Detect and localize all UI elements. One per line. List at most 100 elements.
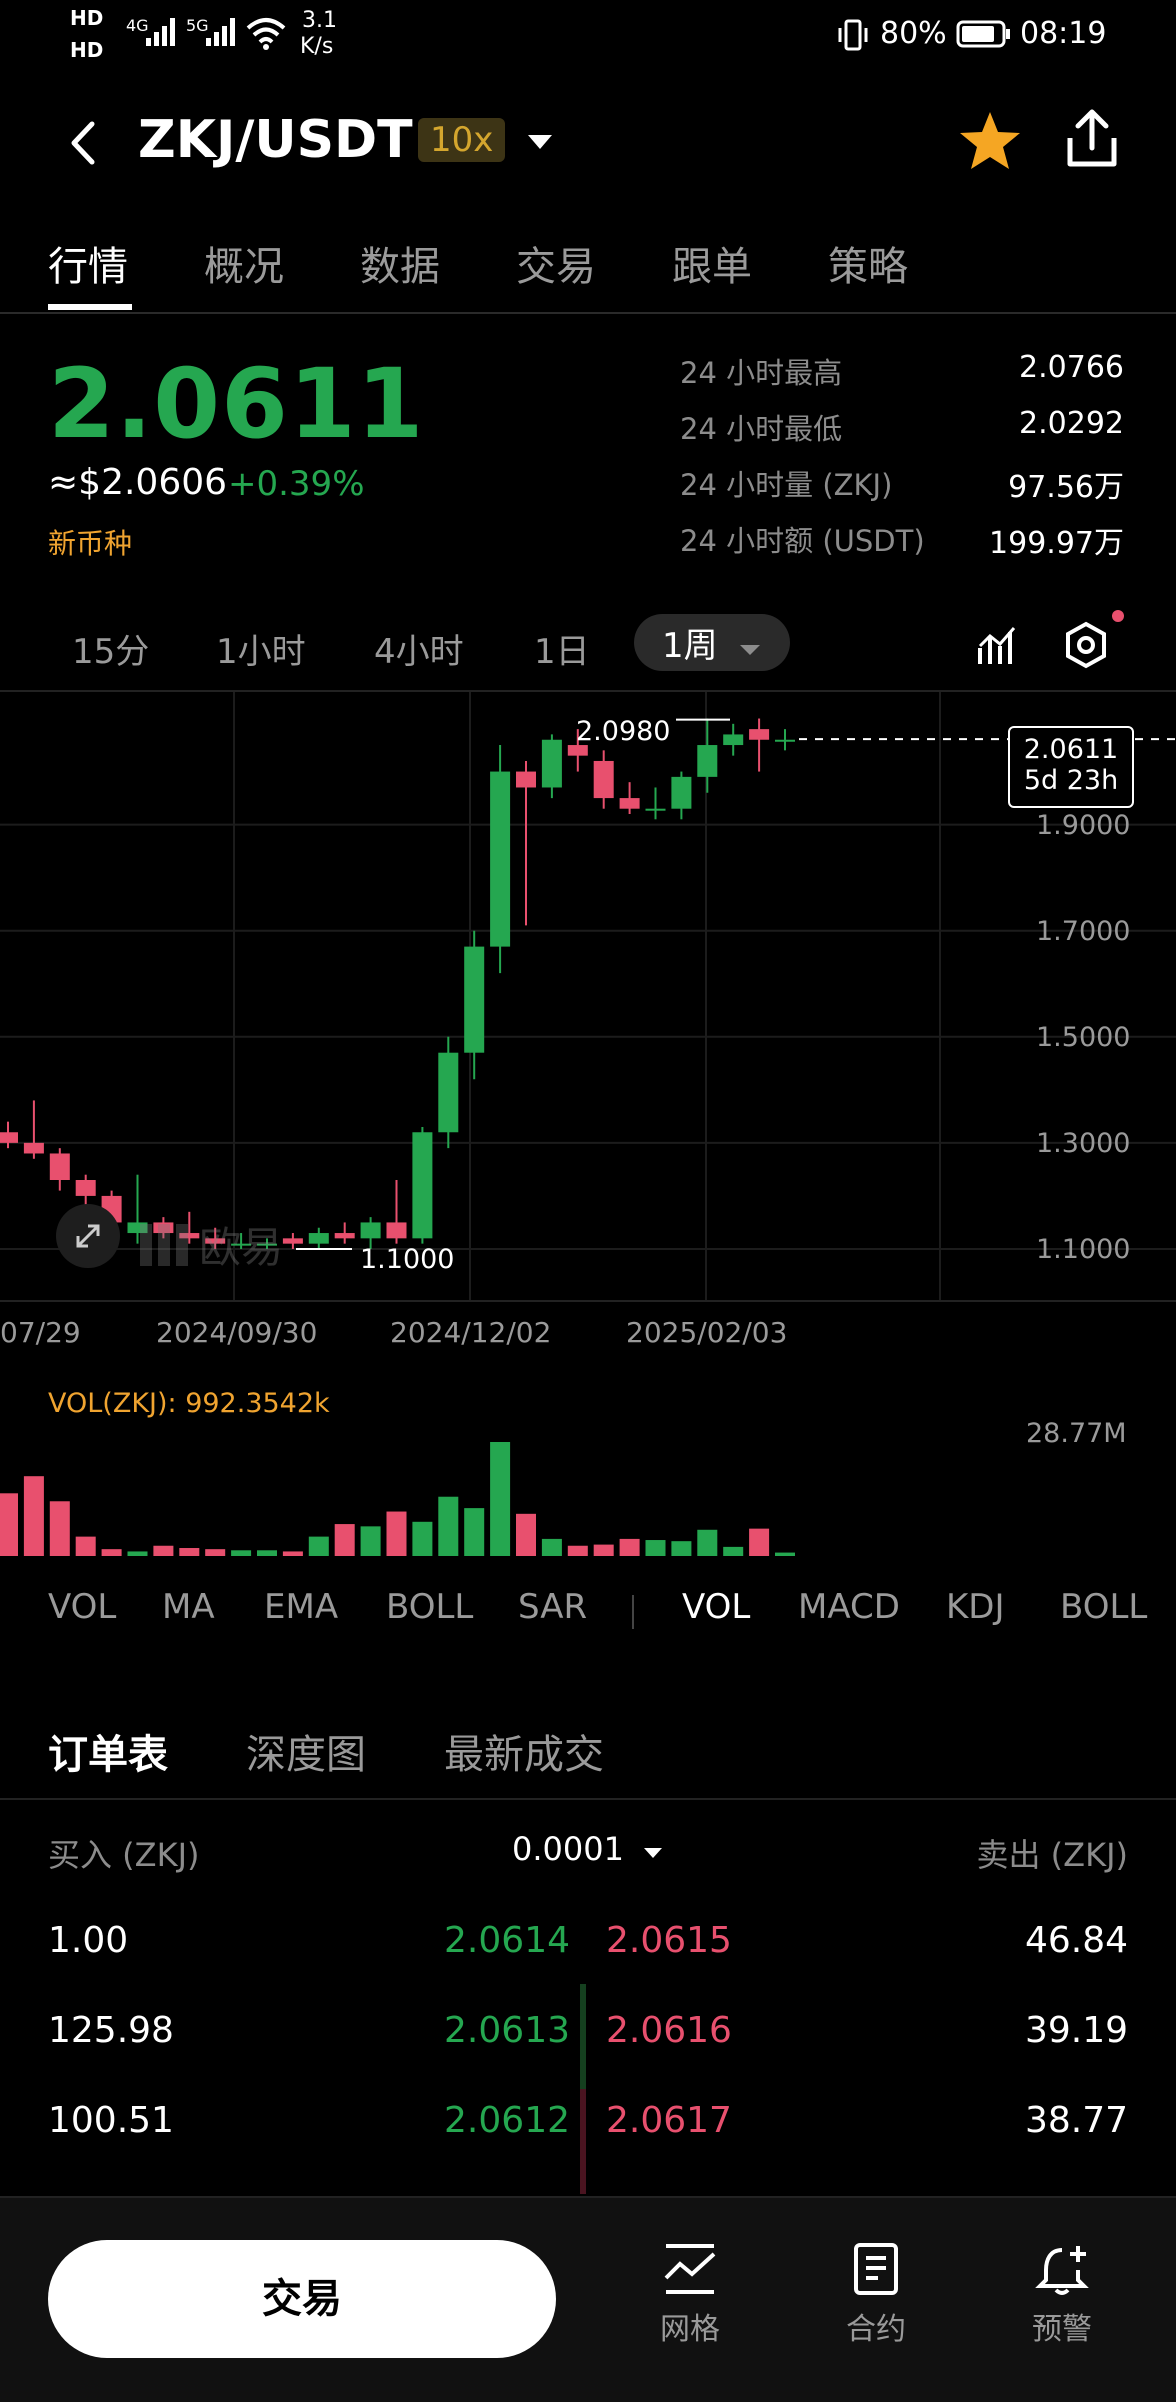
volume-bar bbox=[593, 1544, 614, 1556]
nav-grid[interactable]: 网格 bbox=[630, 2242, 750, 2348]
candle-body bbox=[438, 1052, 459, 1133]
volume-bar bbox=[179, 1548, 200, 1556]
candle-body bbox=[749, 729, 770, 740]
wifi-icon bbox=[246, 18, 286, 50]
tab-latest-trades[interactable]: 最新成交 bbox=[444, 1732, 604, 1778]
ind-sub-boll[interactable]: BOLL bbox=[1060, 1587, 1148, 1627]
volume-bar bbox=[723, 1546, 744, 1556]
volume-bar bbox=[749, 1528, 770, 1556]
nav-contract[interactable]: 合约 bbox=[816, 2242, 936, 2348]
candle-body bbox=[205, 1238, 226, 1244]
candle-body bbox=[179, 1233, 200, 1239]
candle-body bbox=[619, 798, 640, 809]
interval-4h[interactable]: 4小时 bbox=[374, 632, 464, 672]
tab-orderbook[interactable]: 订单表 bbox=[48, 1732, 168, 1778]
tab-overview[interactable]: 概况 bbox=[204, 244, 284, 290]
candlestick-svg bbox=[0, 692, 1176, 1302]
ask-header: 卖出 (ZKJ) bbox=[976, 1836, 1129, 1874]
volume-bar bbox=[386, 1511, 407, 1556]
stat-value-high: 2.0766 bbox=[1019, 350, 1124, 385]
tab-depth[interactable]: 深度图 bbox=[246, 1732, 366, 1778]
candle-body bbox=[360, 1222, 381, 1239]
candle-body bbox=[334, 1233, 355, 1239]
volume-max-label: 28.77M bbox=[1026, 1418, 1127, 1449]
stat-label-high: 24 小时最高 bbox=[680, 356, 843, 390]
dropdown-caret-icon[interactable] bbox=[526, 132, 554, 152]
network-4g-label: 4G bbox=[126, 16, 149, 35]
interval-1w-label: 1周 bbox=[662, 626, 718, 666]
volume-bar bbox=[438, 1496, 459, 1556]
volume-bar bbox=[205, 1549, 226, 1556]
candle-body bbox=[567, 745, 588, 756]
indicator-chart-icon[interactable] bbox=[976, 624, 1020, 668]
ind-sub-kdj[interactable]: KDJ bbox=[946, 1587, 1005, 1627]
date-label-4: 2025/02/03 bbox=[626, 1316, 788, 1349]
settings-hexagon-icon[interactable] bbox=[1062, 620, 1110, 670]
orderbook-row[interactable]: 100.51 2.0612 2.0617 38.77 bbox=[0, 2100, 1176, 2170]
volume-bar bbox=[75, 1536, 96, 1556]
ind-main-vol[interactable]: VOL bbox=[48, 1587, 117, 1627]
active-tab-indicator bbox=[48, 304, 132, 310]
ind-main-ma[interactable]: MA bbox=[162, 1587, 215, 1627]
orderbook-center-line bbox=[580, 1984, 586, 2194]
trade-button[interactable]: 交易 bbox=[48, 2240, 556, 2358]
interval-1d[interactable]: 1日 bbox=[534, 632, 590, 672]
interval-1w[interactable]: 1周 bbox=[634, 614, 791, 671]
hd1-label: HD bbox=[70, 6, 104, 30]
tab-copy[interactable]: 跟单 bbox=[672, 244, 752, 290]
y-tick-1-1: 1.1000 bbox=[1036, 1234, 1131, 1265]
ind-sub-vol[interactable]: VOL bbox=[682, 1587, 751, 1627]
nav-alert[interactable]: 预警 bbox=[1002, 2242, 1122, 2348]
back-arrow-icon[interactable] bbox=[64, 118, 104, 168]
ind-main-boll[interactable]: BOLL bbox=[386, 1587, 474, 1627]
bottom-action-bar: 交易 网格 合约 预警 bbox=[0, 2196, 1176, 2402]
candle-body bbox=[464, 946, 485, 1053]
high-price-label: 2.0980 bbox=[576, 716, 671, 747]
price-change: +0.39% bbox=[228, 464, 365, 504]
leverage-badge[interactable]: 10x bbox=[418, 118, 506, 162]
interval-1h[interactable]: 1小时 bbox=[216, 632, 306, 672]
tab-strategy[interactable]: 策略 bbox=[828, 244, 908, 290]
ask-qty: 38.77 bbox=[1024, 2100, 1128, 2141]
y-tick-1-3: 1.3000 bbox=[1036, 1128, 1131, 1159]
volume-bar bbox=[541, 1538, 562, 1556]
favorite-star-icon[interactable] bbox=[958, 110, 1022, 172]
share-icon[interactable] bbox=[1064, 108, 1120, 170]
volume-bar bbox=[101, 1549, 122, 1556]
pair-header: ZKJ/USDT 10x bbox=[0, 88, 1176, 198]
orderbook-header: 买入 (ZKJ) 0.0001 卖出 (ZKJ) bbox=[0, 1820, 1176, 1880]
volume-bar bbox=[645, 1540, 666, 1556]
watermark-logo-mark bbox=[140, 1223, 188, 1266]
main-tabs: 行情 概况 数据 交易 跟单 策略 bbox=[0, 212, 1176, 314]
tab-trade[interactable]: 交易 bbox=[516, 244, 596, 290]
orderbook-row[interactable]: 125.98 2.0613 2.0616 39.19 bbox=[0, 2010, 1176, 2080]
candle-body bbox=[23, 1142, 44, 1154]
ind-main-sar[interactable]: SAR bbox=[518, 1587, 588, 1627]
stat-label-low: 24 小时最低 bbox=[680, 412, 843, 446]
candle-body bbox=[723, 734, 744, 746]
stats-panel: 24 小时最高 2.0766 24 小时最低 2.0292 24 小时量 (ZK… bbox=[0, 350, 1176, 570]
interval-15m[interactable]: 15分 bbox=[72, 632, 150, 672]
candle-body bbox=[75, 1180, 96, 1196]
interval-caret-icon bbox=[740, 645, 761, 655]
y-tick-1-9: 1.9000 bbox=[1036, 810, 1131, 841]
pair-title[interactable]: ZKJ/USDT bbox=[138, 110, 413, 170]
net-speed-unit: K/s bbox=[300, 34, 334, 59]
volume-bar bbox=[490, 1442, 511, 1556]
nav-contract-label: 合约 bbox=[846, 2312, 906, 2347]
volume-bar bbox=[49, 1501, 70, 1556]
volume-svg bbox=[0, 1442, 795, 1556]
candle-body bbox=[697, 745, 718, 777]
ind-sub-macd[interactable]: MACD bbox=[798, 1587, 900, 1627]
tab-data[interactable]: 数据 bbox=[360, 244, 440, 290]
tab-market[interactable]: 行情 bbox=[48, 244, 128, 290]
indicator-divider bbox=[632, 1595, 634, 1629]
candlestick-chart[interactable]: 1.9000 1.7000 1.5000 1.3000 1.1000 2.098… bbox=[0, 690, 1176, 1302]
ind-main-ema[interactable]: EMA bbox=[264, 1587, 339, 1627]
precision-select[interactable]: 0.0001 bbox=[512, 1830, 664, 1868]
volume-bar bbox=[775, 1552, 795, 1556]
ask-price: 2.0617 bbox=[606, 2100, 732, 2141]
expand-chart-button[interactable] bbox=[56, 1204, 120, 1268]
last-price-tag-value: 2.0611 bbox=[1023, 734, 1119, 765]
orderbook-row[interactable]: 1.00 2.0614 2.0615 46.84 bbox=[0, 1920, 1176, 1990]
